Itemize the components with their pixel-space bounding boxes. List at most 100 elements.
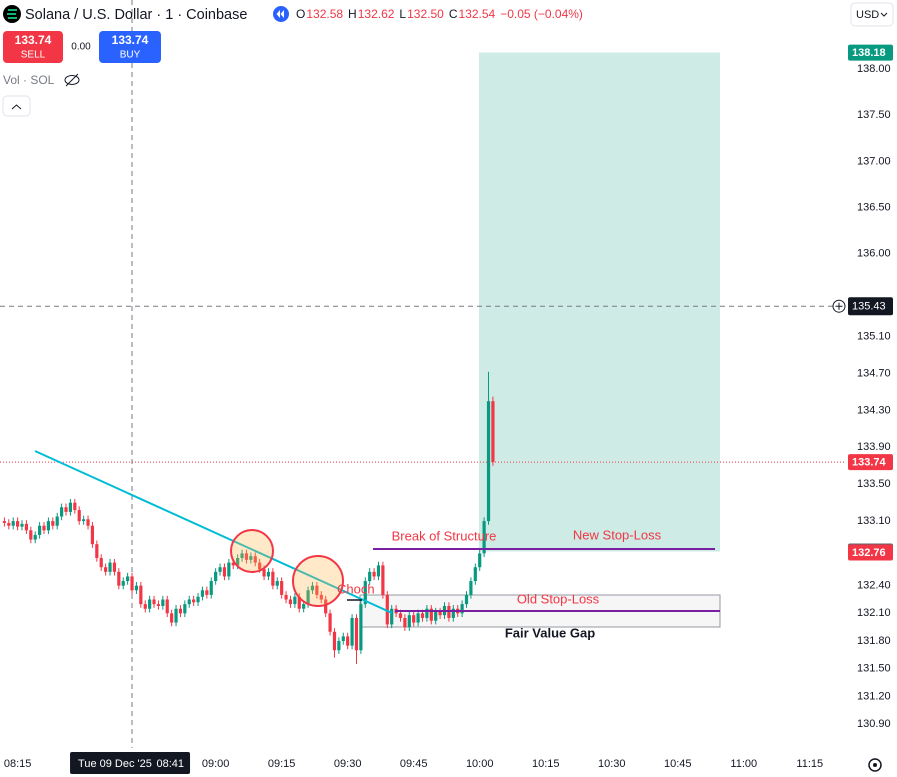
candle-body: [214, 571, 218, 582]
candle-body: [108, 562, 112, 572]
candle-body: [420, 613, 425, 618]
candle-body: [64, 507, 68, 512]
candle-body: [112, 562, 117, 572]
candle-body: [438, 611, 442, 616]
candle-body: [416, 613, 420, 623]
candle-body: [90, 525, 95, 545]
sell-price: 133.74: [15, 33, 52, 47]
candle-body: [258, 562, 262, 570]
x-tick-label: 10:00: [466, 758, 494, 770]
x-tick-label: 10:15: [532, 758, 560, 770]
sell-label: SELL: [21, 50, 46, 61]
candle-body: [16, 521, 20, 527]
candle-body: [20, 523, 24, 527]
annotation: Choch: [337, 581, 375, 596]
price-label: 132.76: [852, 547, 886, 559]
candle-body: [134, 585, 139, 591]
x-tick-label: 11:15: [796, 758, 823, 770]
currency-button[interactable]: USD: [850, 2, 894, 27]
y-tick-label: 134.70: [857, 367, 891, 379]
y-tick-label: 138.00: [857, 63, 891, 75]
candle-body: [491, 401, 495, 463]
candle-body: [346, 636, 350, 646]
candle-body: [174, 608, 178, 623]
candle-body: [398, 613, 403, 618]
candle-body: [407, 615, 411, 628]
candle-body: [328, 613, 332, 632]
candle-body: [412, 615, 416, 623]
candle-body: [143, 604, 147, 609]
candle-body: [288, 599, 293, 605]
sell-button[interactable]: 133.74 SELL: [3, 31, 63, 63]
candle-body: [60, 507, 64, 517]
y-tick-label: 130.90: [857, 718, 891, 730]
collapse-box: [2, 95, 31, 117]
settings-button[interactable]: [868, 758, 882, 772]
plus-icon: [835, 302, 843, 310]
crosshair-time-bg: [70, 752, 191, 774]
buy-label: BUY: [120, 50, 141, 61]
y-tick-label: 131.50: [857, 663, 891, 675]
candle-body: [319, 594, 323, 600]
candle-body: [200, 590, 205, 597]
candle-body: [262, 569, 266, 577]
spread: 0.00: [71, 42, 91, 53]
candle-body: [381, 565, 385, 595]
candle-body: [183, 604, 187, 614]
candle-body: [350, 617, 354, 646]
candle-body: [205, 590, 209, 595]
candle-body: [244, 553, 249, 560]
logo-stripes: [7, 9, 17, 19]
y-tick-label: 137.00: [857, 155, 891, 167]
y-tick-label: 137.50: [857, 109, 891, 121]
chevron: [880, 12, 888, 17]
crosshair-time: 08:41: [157, 758, 185, 770]
collapse-button[interactable]: [2, 95, 31, 117]
candle-body: [7, 522, 11, 526]
candle-body: [196, 596, 200, 603]
candle-body: [306, 590, 310, 605]
candle-body: [376, 565, 381, 577]
ohlc-value: 132.50: [407, 7, 444, 21]
candle-body: [425, 608, 429, 618]
buy-button[interactable]: 133.74 BUY: [99, 31, 161, 63]
eye-slash: [65, 73, 79, 87]
candle-body: [73, 502, 77, 511]
candle-body: [130, 576, 134, 591]
price-label: 138.18: [852, 47, 886, 59]
candle-body: [324, 599, 328, 614]
annotation: Old Stop-Loss: [517, 591, 600, 606]
candle-body: [51, 521, 55, 526]
x-tick-label: 11:00: [730, 758, 757, 770]
settings-dot: [873, 763, 877, 767]
candle-body: [293, 596, 297, 605]
candle-body: [236, 558, 240, 566]
ohlc-value: 132.58: [306, 7, 343, 21]
candle-body: [310, 585, 315, 591]
candle-body: [486, 401, 491, 522]
sell-bg: [3, 31, 63, 63]
candle-body: [385, 594, 389, 625]
candle-body: [218, 567, 222, 572]
candle-body: [266, 571, 271, 577]
y-tick-label: 133.90: [857, 441, 891, 453]
candle-body: [38, 525, 42, 535]
candle-body: [478, 553, 482, 568]
candle-body: [192, 599, 196, 603]
x-tick-label: 10:45: [664, 758, 692, 770]
candle-body: [473, 567, 477, 582]
hide-volume-button[interactable]: [64, 73, 80, 87]
candle-body: [403, 617, 407, 628]
x-tick-label: 09:15: [268, 758, 296, 770]
candle-body: [55, 516, 59, 526]
candle-body: [187, 599, 191, 605]
candle-body: [390, 608, 394, 625]
candle-body: [126, 576, 130, 582]
candle-body: [240, 553, 244, 559]
candle-body: [359, 604, 363, 651]
x-tick-label: 08:15: [4, 758, 32, 770]
candle-body: [117, 571, 121, 586]
candle-body: [332, 631, 337, 651]
y-tick-label: 132.10: [857, 607, 891, 619]
